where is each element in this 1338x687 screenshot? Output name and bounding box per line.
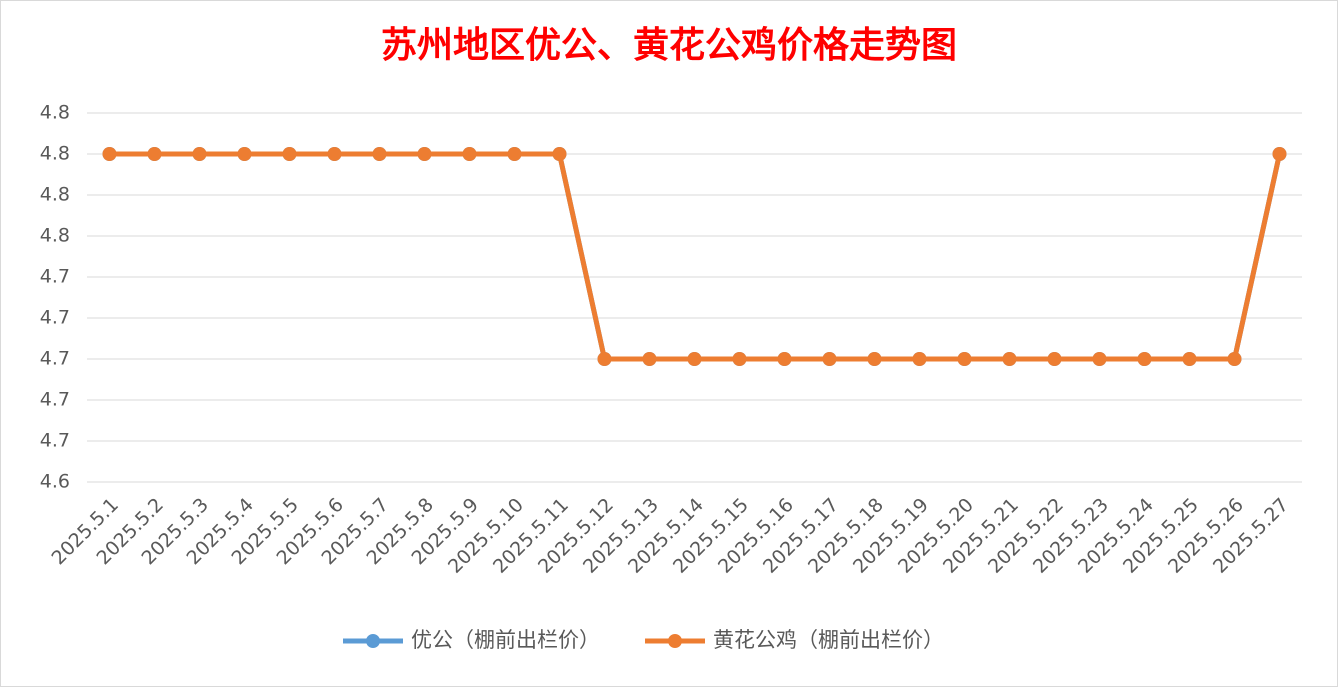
y-tick-label: 4.8: [40, 102, 70, 124]
marker: [102, 147, 117, 161]
marker: [642, 352, 657, 366]
marker: [1227, 352, 1242, 366]
marker: [1047, 352, 1062, 366]
marker: [1272, 147, 1287, 161]
y-tick-label: 4.7: [40, 266, 70, 288]
marker: [687, 352, 702, 366]
y-tick-label: 4.7: [40, 430, 70, 452]
marker: [237, 147, 252, 161]
marker: [327, 147, 342, 161]
y-tick-label: 4.8: [40, 184, 70, 206]
marker: [1092, 352, 1107, 366]
y-tick-label: 4.8: [40, 225, 70, 247]
y-tick-label: 4.7: [40, 307, 70, 329]
marker: [777, 352, 792, 366]
legend-label: 黄花公鸡（棚前出栏价）: [713, 628, 944, 652]
marker: [417, 147, 432, 161]
marker: [507, 147, 522, 161]
y-tick-label: 4.7: [40, 348, 70, 370]
y-tick-label: 4.7: [40, 389, 70, 411]
marker: [1002, 352, 1017, 366]
marker: [822, 352, 837, 366]
marker: [147, 147, 162, 161]
marker: [1182, 352, 1197, 366]
marker: [372, 147, 387, 161]
legend-label: 优公（棚前出栏价）: [411, 628, 600, 652]
marker: [1137, 352, 1152, 366]
marker: [597, 352, 612, 366]
marker: [282, 147, 297, 161]
marker: [192, 147, 207, 161]
y-tick-label: 4.6: [40, 471, 70, 493]
marker: [732, 352, 747, 366]
legend-marker: [366, 634, 380, 648]
marker: [957, 352, 972, 366]
marker: [867, 352, 882, 366]
marker: [462, 147, 477, 161]
legend-marker: [668, 634, 682, 648]
chart-title: 苏州地区优公、黄花公鸡价格走势图: [381, 24, 957, 66]
y-tick-label: 4.8: [40, 143, 70, 165]
marker: [552, 147, 567, 161]
marker: [912, 352, 927, 366]
